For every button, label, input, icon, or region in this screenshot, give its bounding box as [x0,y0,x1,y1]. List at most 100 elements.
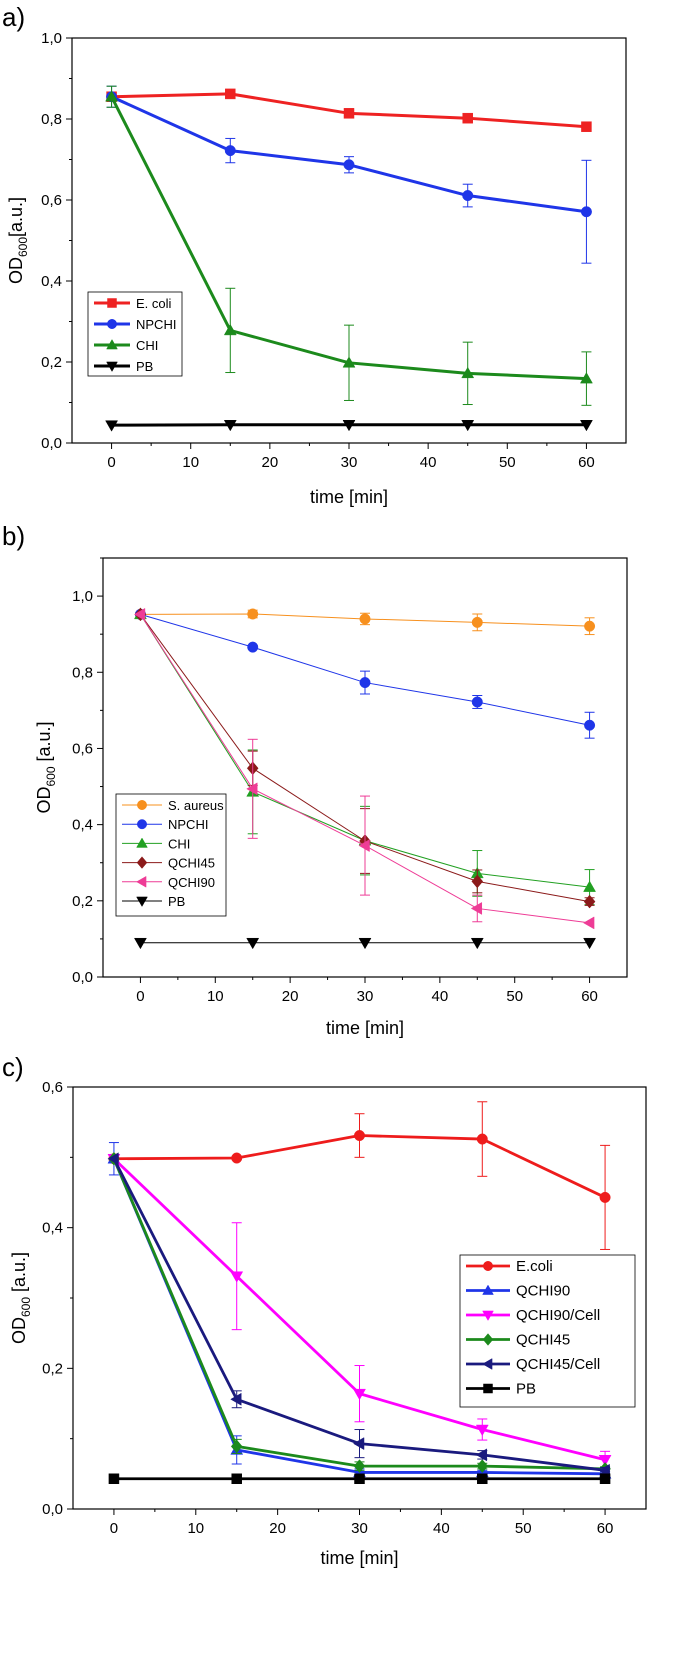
data-point [583,880,597,892]
x-tick-label: 10 [182,454,199,471]
data-point [230,1439,243,1454]
series-s-aureus [134,608,596,636]
data-point [471,696,483,708]
legend: E. coli NPCHI CHI PB [87,291,183,377]
legend: E.coli QCHI90 QCHI90/Cell QCHI45 QCHI45/Cell… [459,1254,636,1408]
data-point [342,420,356,432]
x-tick-label: 0 [110,1520,118,1537]
legend-marker [482,1284,494,1295]
legend-marker [137,819,147,830]
legend-label: QCHI90/Cell [516,1307,600,1324]
series-chi [105,85,593,406]
x-tick-label: 20 [282,988,299,1005]
legend-label: S. aureus [168,798,224,813]
legend-label: NPCHI [168,817,208,832]
legend-marker [482,1358,493,1370]
y-tick-label: 0,8 [72,664,93,681]
x-tick-label: 10 [207,988,224,1005]
panel-label: a) [2,2,25,32]
data-point [343,108,355,119]
data-point [461,420,475,432]
data-point [584,719,596,731]
data-point [581,121,592,132]
legend-label: PB [168,894,185,909]
series-npchi [106,85,592,264]
series-qchi90 [133,607,595,930]
data-point [476,1133,488,1145]
data-point [223,420,237,432]
data-point [246,937,260,950]
y-tick-label: 0,6 [72,740,93,757]
legend-marker [483,1383,493,1394]
legend-label: QCHI90 [168,875,215,890]
data-point [225,88,236,100]
data-point [107,1152,119,1166]
data-point [358,937,372,950]
data-point [343,159,355,171]
legend-label: QCHI45/Cell [516,1356,600,1373]
y-axis-title-sub: 600 [44,766,58,786]
data-point [354,1130,365,1142]
legend-label: CHI [136,338,158,353]
x-tick-label: 30 [357,988,374,1005]
x-tick-label: 30 [341,454,358,471]
data-point [598,1463,610,1477]
y-tick-label: 0,4 [41,273,62,290]
data-point [359,677,371,689]
legend-box [115,793,227,917]
y-tick-label: 0,0 [41,435,62,452]
legend-marker [482,1333,494,1346]
chart-panel-1: a) 0 10 20 30 40 50 60 0,0 0,2 0,4 0,6 0,8 1,0 time [m… [2,2,627,507]
data-point [598,1455,612,1467]
x-tick-label: 50 [499,454,516,471]
x-tick-label: 60 [581,988,598,1005]
data-point [475,1424,489,1437]
chart-panel-2: b) 0 10 20 30 40 50 60 0,0 0,2 0,4 0,6 0,8 1,0 time [m… [2,521,628,1038]
legend-box [459,1254,636,1408]
data-point [579,420,593,432]
legend: S. aureus NPCHI CHI QCHI45 QCHI90 PB [115,793,227,917]
data-point [224,145,236,157]
legend-label: QCHI45 [516,1332,570,1349]
y-axis-title: OD600 [a.u.] [34,721,58,813]
data-point [583,937,597,950]
y-tick-label: 0,6 [42,1079,63,1096]
data-point [583,916,595,930]
legend-marker [106,339,118,350]
data-point [599,1191,611,1203]
chart-panel-3: c) 0 10 20 30 40 50 60 0,0 0,2 0,4 0,6 time [min] OD6… [2,1052,647,1568]
legend-marker [136,837,148,848]
data-point [461,366,475,379]
data-point [354,1473,365,1485]
panel-label: b) [2,521,25,551]
x-tick-label: 0 [107,454,115,471]
y-tick-label: 0,0 [72,969,93,986]
y-axis-title-unit: [a.u.] [34,721,54,766]
data-point [352,1437,365,1451]
data-point [246,782,258,796]
data-point [462,190,474,202]
series-qchi45 [108,1151,611,1476]
data-point [476,1459,489,1473]
y-axis-title: OD600 [a.u.] [9,1252,33,1344]
legend-marker [482,1310,494,1321]
x-axis-title: time [min] [310,487,388,507]
data-point [230,1392,242,1406]
data-point [353,1388,366,1401]
y-axis-title-unit: [a.u.] [6,197,26,237]
legend-label: QCHI45 [168,856,215,871]
data-point [133,937,147,950]
y-axis-title-sub: 600 [16,237,30,257]
legend-marker [137,800,147,810]
y-tick-label: 0,0 [42,1501,63,1518]
y-axis-title-main: OD [6,257,26,284]
data-point [353,1459,366,1473]
data-point [105,420,119,432]
legend-marker [136,875,147,888]
y-axis-title: OD600[a.u.] [6,197,30,284]
y-tick-label: 1,0 [72,588,93,605]
y-axis-title-sub: 600 [19,1297,33,1317]
legend-marker [136,896,148,907]
legend-label: PB [136,359,153,374]
